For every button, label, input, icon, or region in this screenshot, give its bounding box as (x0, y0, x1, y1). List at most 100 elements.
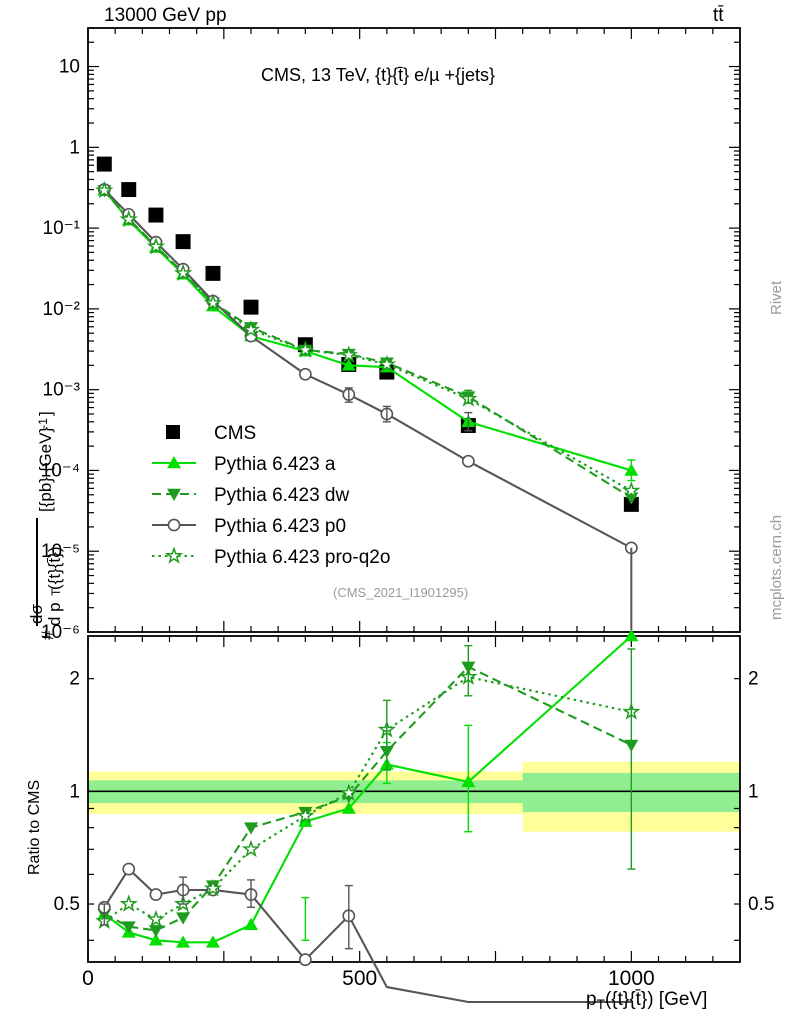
yaxis-units: [{pb} {GeV} (36, 426, 55, 512)
xaxis-label-main: p (586, 989, 597, 1010)
error-bar (179, 876, 188, 905)
marker-triangle-up (244, 917, 258, 931)
legend-label-3: Pythia 6.423 p0 (214, 516, 346, 537)
ratio-yaxis-label: Ratio to CMS (26, 779, 43, 875)
ratio-ytick-label-left: 0.5 (54, 894, 80, 915)
marker-triangle-up (205, 935, 220, 948)
yaxis-units-exponent: -1 (36, 418, 50, 429)
marker-star (339, 345, 358, 363)
marker-star (203, 293, 223, 311)
header-process-label: tt̄ (713, 5, 724, 26)
yaxis-denominator: d p (45, 602, 64, 626)
series-pythia-6-423-dw (97, 185, 639, 505)
error-bar (464, 389, 473, 404)
marker-triangle-down (121, 921, 136, 934)
main-ytick-label: 1 (69, 137, 80, 158)
marker-star (296, 806, 315, 824)
error-bar (301, 896, 310, 941)
marker-triangle-up (341, 801, 356, 814)
marker-triangle-down (244, 822, 258, 835)
marker-triangle-up (176, 935, 191, 948)
marker-triangle-up (148, 933, 163, 946)
main-yaxis-label: # dσ d p T ({t}{t̄}) [{pb} {GeV} -1 ] (27, 20, 64, 640)
error-bar (382, 405, 391, 423)
legend-label-1: Pythia 6.423 a (214, 454, 336, 475)
error-bar (100, 903, 109, 926)
main-ytick-label: 10⁻⁵ (41, 541, 80, 562)
marker-star (241, 839, 261, 858)
rivet-version-caption: Rivet 4.1.0, ≥ 100k events (768, 277, 786, 315)
marker-star (119, 209, 138, 228)
marker-star (339, 783, 358, 801)
ratio-ytick-label-right: 1 (748, 781, 759, 802)
marker-triangle-up (624, 629, 639, 642)
header-beam-label: 13000 GeV pp (104, 5, 227, 26)
main-ytick-label: 10⁻¹ (43, 218, 81, 239)
error-bar (627, 459, 636, 482)
xtick-label: 1000 (608, 967, 655, 990)
fraction-bar (36, 518, 38, 626)
error-bar (464, 644, 473, 697)
error-bar (247, 879, 255, 909)
ratio-panel-frame (87, 635, 741, 963)
marker-star (119, 894, 138, 912)
analysis-watermark: (CMS_2021_I1901295) (333, 585, 469, 600)
ratio-ytick-label-left: 1 (69, 781, 80, 802)
marker-square (96, 156, 112, 172)
marker-star (95, 180, 114, 199)
marker-star (146, 236, 166, 255)
marker-circle (298, 367, 312, 381)
main-panel-frame (87, 27, 741, 633)
marker-star (377, 354, 396, 373)
xtick-label: 500 (342, 967, 377, 990)
marker-circle (149, 888, 163, 901)
xaxis-label-sub: T (596, 996, 605, 1012)
main-ytick-label: 10⁻³ (43, 380, 81, 401)
main-ytick-label: 10⁻⁶ (41, 622, 80, 643)
xaxis-label-arg: ({t}{t̄}) [GeV] (604, 989, 708, 1010)
marker-square (148, 207, 164, 223)
legend: CMS Pythia 6.423 a Pythia 6.423 dw Pythia 6… (152, 423, 390, 568)
legend-marker-cms (166, 425, 180, 439)
yaxis-units-close: ] (36, 411, 55, 416)
error-bar (344, 387, 353, 403)
ratio-ytick-label-right: 0.5 (748, 894, 774, 915)
marker-star (622, 481, 641, 499)
marker-triangle-up (298, 814, 313, 827)
mcplots-source-caption: mcplots.cern.ch [arXiv:2401.10621] (768, 494, 786, 620)
marker-triangle-down (148, 925, 163, 938)
marker-square (121, 182, 137, 198)
error-bar (464, 411, 473, 432)
error-bar (627, 648, 636, 870)
series-pythia-6-423-pro-q2o (95, 180, 641, 499)
marker-star (146, 909, 166, 928)
xaxis-label: pT({t}{t̄}) [GeV] (586, 990, 707, 1012)
ratio-ytick-label-right: 2 (748, 669, 759, 690)
main-ytick-label: 10⁻⁴ (41, 460, 80, 481)
marker-star (203, 878, 223, 897)
marker-star (241, 320, 261, 338)
marker-square (243, 299, 259, 315)
yaxis-hash: # (38, 630, 57, 640)
marker-circle (461, 454, 475, 468)
marker-triangle-up (341, 358, 356, 371)
marker-triangle-up (167, 456, 181, 469)
series-cms (96, 156, 639, 512)
marker-star (164, 546, 184, 564)
marker-star (173, 263, 193, 282)
error-bar (344, 884, 353, 950)
marker-triangle-down (167, 488, 181, 501)
marker-square (205, 265, 221, 281)
error-bar (382, 699, 391, 750)
yaxis-denominator-arg: ({t}{t̄}) (45, 546, 64, 590)
marker-circle (167, 518, 181, 532)
legend-label-4: Pythia 6.423 pro-q2o (214, 547, 390, 568)
main-ytick-label: 10⁻² (43, 299, 81, 320)
marker-star (296, 340, 315, 358)
legend-label-2: Pythia 6.423 dw (214, 485, 349, 506)
main-ytick-label: 10 (59, 57, 80, 78)
series-line (103, 189, 632, 472)
main-plot-title: CMS, 13 TeV, {t}{t̄} e/µ +{jets} (261, 65, 496, 85)
error-bar (464, 724, 473, 833)
